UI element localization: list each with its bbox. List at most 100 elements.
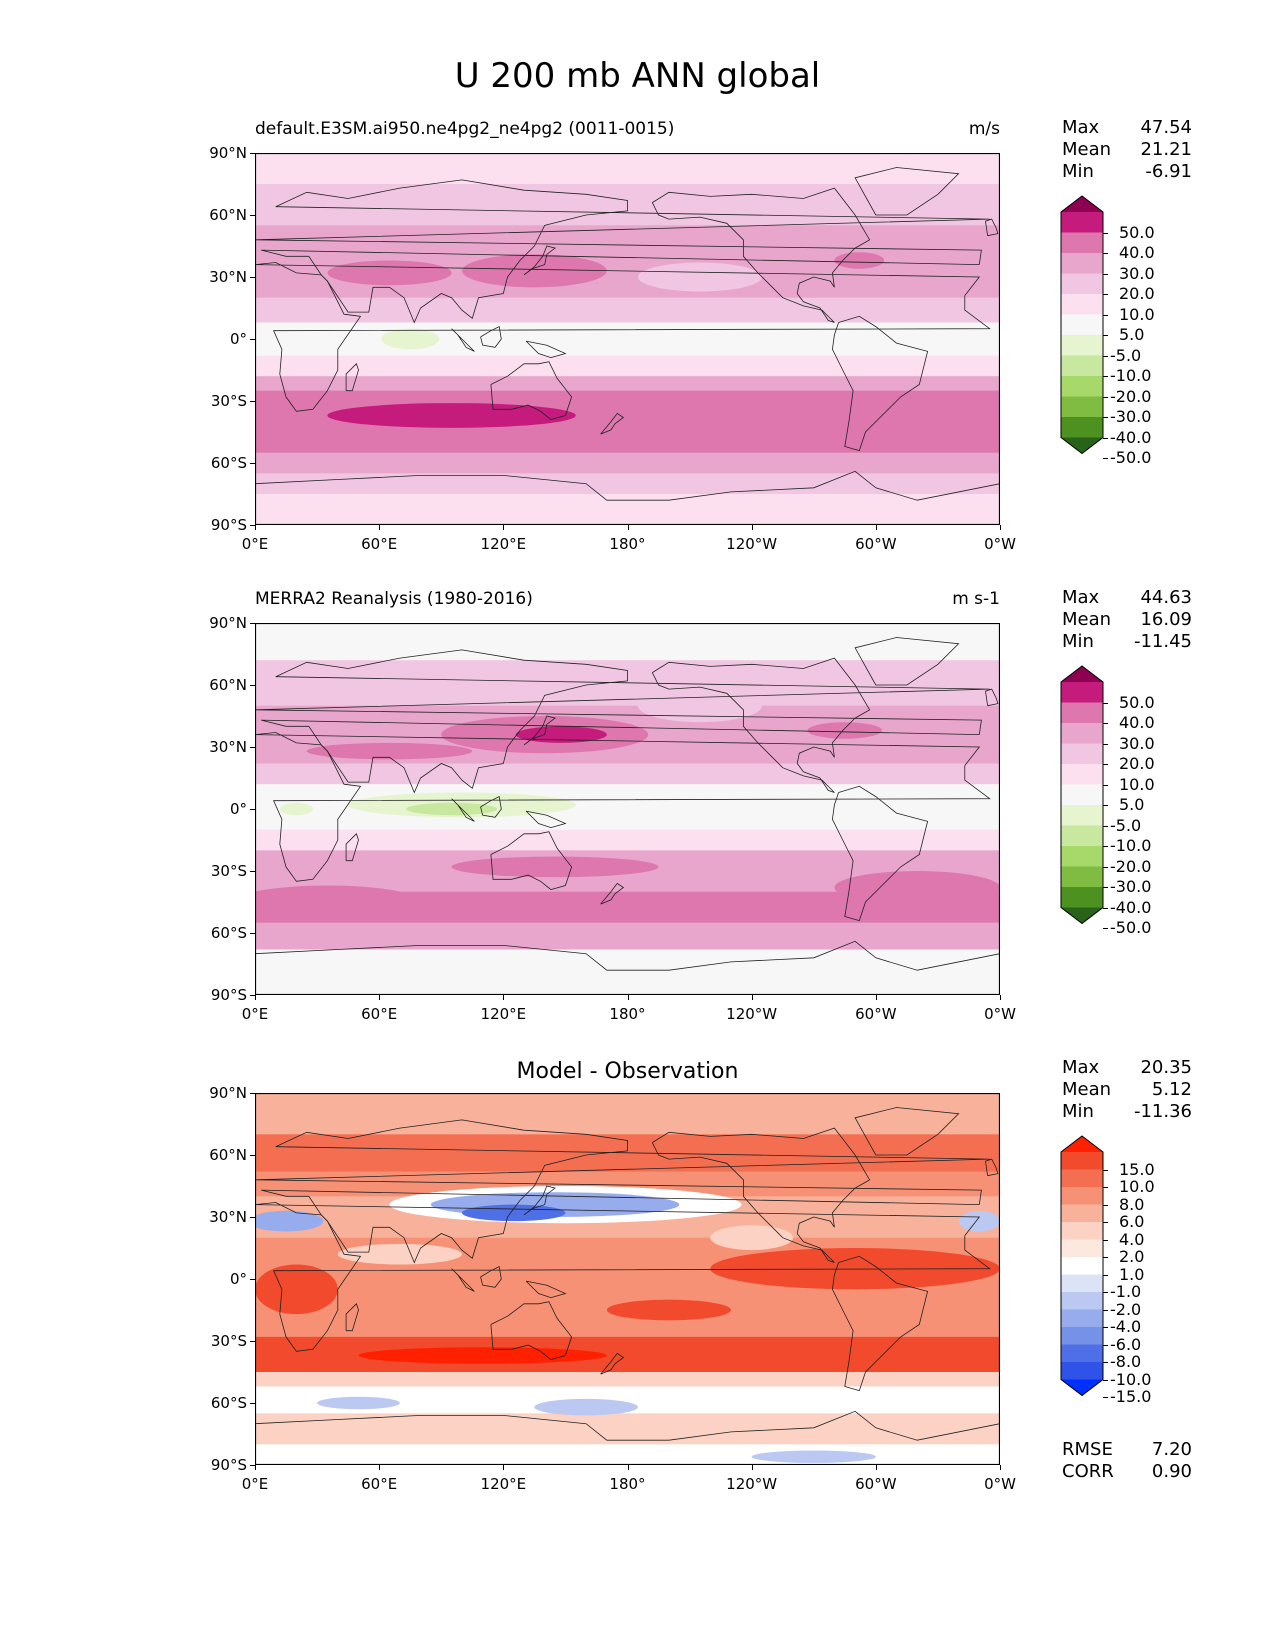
coastline xyxy=(525,810,567,829)
colorbar-segment xyxy=(1061,1187,1103,1205)
x-tick-mark xyxy=(379,525,381,530)
contour-map xyxy=(255,1093,1000,1465)
coastline xyxy=(255,940,1000,971)
coastline xyxy=(490,1301,573,1361)
contour-band xyxy=(255,1372,1000,1387)
y-tick-mark xyxy=(250,871,255,872)
colorbar-tick xyxy=(1103,887,1108,888)
x-tick-mark xyxy=(875,525,877,530)
colorbar-level-label: -10.0 xyxy=(1110,836,1152,855)
colorbar-tick xyxy=(1103,723,1108,724)
contour-region xyxy=(451,856,659,878)
max-value: 44.63 xyxy=(1140,587,1192,608)
coastline xyxy=(255,179,990,324)
colorbar-tick xyxy=(1103,907,1108,909)
colorbar-tick xyxy=(1103,1222,1108,1223)
y-tick-mark xyxy=(250,1465,255,1466)
colorbar-extend-min xyxy=(1061,437,1103,454)
panel-title-center: Model - Observation xyxy=(516,1059,739,1084)
max-value: 47.54 xyxy=(1140,117,1192,138)
y-tick-label: 60°S xyxy=(210,1394,247,1412)
colorbar-tick xyxy=(1103,417,1108,418)
contour-region xyxy=(637,262,763,292)
colorbar-tick xyxy=(1103,764,1108,765)
x-tick-label: 60°E xyxy=(361,1475,398,1493)
x-tick-label: 60°W xyxy=(855,1475,897,1493)
mean-value: 5.12 xyxy=(1151,1079,1192,1100)
colorbar-segment xyxy=(1061,355,1103,377)
colorbar-level-label: -1.0 xyxy=(1110,1282,1142,1301)
error-stats-box: RMSE 7.20 CORR 0.90 xyxy=(1062,1439,1192,1483)
colorbar-level-label: 4.0 xyxy=(1119,1229,1145,1249)
y-tick-label: 60°N xyxy=(209,1146,247,1164)
colorbar-tick xyxy=(1103,1379,1108,1381)
contour-region xyxy=(317,1396,400,1410)
panel-units: m s-1 xyxy=(952,589,1000,609)
colorbar-tick xyxy=(1103,1344,1108,1346)
min-value: -6.91 xyxy=(1145,161,1192,182)
y-tick-label: 60°N xyxy=(209,676,247,694)
coastline xyxy=(523,245,557,276)
y-tick-mark xyxy=(250,401,255,402)
coastline xyxy=(600,412,625,435)
coastline xyxy=(345,363,359,392)
x-tick-label: 0°W xyxy=(984,1475,1016,1493)
coastline xyxy=(831,785,929,922)
colorbar-tick xyxy=(1103,805,1108,806)
colorbar-tick xyxy=(1103,1327,1108,1328)
colorbar-tick xyxy=(1103,232,1108,234)
coastline xyxy=(985,218,999,237)
contour-band xyxy=(255,376,1000,392)
colorbar-tick xyxy=(1103,458,1108,459)
y-tick-mark xyxy=(250,463,255,464)
y-tick-mark xyxy=(250,1279,255,1280)
colorbar-segment xyxy=(1061,1222,1103,1240)
colorbar-level-label: 30.0 xyxy=(1119,263,1155,283)
colorbar-segment xyxy=(1061,1292,1103,1310)
panel-title-left: MERRA2 Reanalysis (1980-2016) xyxy=(255,589,533,609)
min-value: -11.45 xyxy=(1133,631,1192,652)
colorbar-segment xyxy=(1061,825,1103,847)
colorbar-level-label: -6.0 xyxy=(1110,1334,1142,1354)
colorbar-segment xyxy=(1061,887,1103,908)
contour-band xyxy=(255,153,1000,185)
contour-region xyxy=(515,726,607,743)
coastline xyxy=(255,1202,991,1352)
coastline xyxy=(345,833,359,862)
colorbar-extend-max xyxy=(1061,666,1103,682)
coastline xyxy=(854,637,960,686)
y-tick-mark xyxy=(250,1403,255,1404)
colorbar-level-label: -4.0 xyxy=(1110,1317,1142,1336)
contour-region xyxy=(751,1450,876,1463)
map-frame xyxy=(255,623,1000,995)
y-tick-label: 60°S xyxy=(210,454,247,472)
y-tick-label: 90°N xyxy=(209,1084,247,1102)
coastline xyxy=(255,732,991,882)
colorbar-extend-max xyxy=(1061,1136,1103,1152)
colorbar-segment xyxy=(1061,376,1103,397)
colorbar-level-label: 10.0 xyxy=(1119,304,1155,324)
colorbar-segment xyxy=(1061,682,1103,703)
x-tick-mark xyxy=(627,1465,629,1470)
colorbar-level-label: 50.0 xyxy=(1119,692,1155,712)
colorbar-extend-min xyxy=(1061,907,1103,924)
x-tick-label: 120°E xyxy=(480,535,527,553)
x-tick-mark xyxy=(255,1465,256,1470)
colorbar-extend-min xyxy=(1061,1379,1103,1396)
contour-band xyxy=(255,452,1000,474)
coastline xyxy=(985,1158,999,1177)
contour-map xyxy=(255,623,1000,995)
colorbar-tick xyxy=(1103,784,1108,786)
y-tick-mark xyxy=(250,1093,255,1094)
colorbar-tick xyxy=(1103,1169,1108,1171)
y-tick-label: 0° xyxy=(229,1270,247,1288)
y-tick-mark xyxy=(250,933,255,934)
colorbar-tick xyxy=(1103,1274,1108,1276)
coastline xyxy=(345,1303,359,1332)
figure-title: U 200 mb ANN global xyxy=(454,56,821,96)
corr-value: 0.90 xyxy=(1151,1461,1192,1482)
colorbar-segment xyxy=(1061,702,1103,724)
stats-box: Max 20.35 Mean 5.12 Min -11.36 xyxy=(1062,1057,1192,1123)
contour-band xyxy=(255,1093,1000,1135)
colorbar-tick xyxy=(1103,702,1108,704)
